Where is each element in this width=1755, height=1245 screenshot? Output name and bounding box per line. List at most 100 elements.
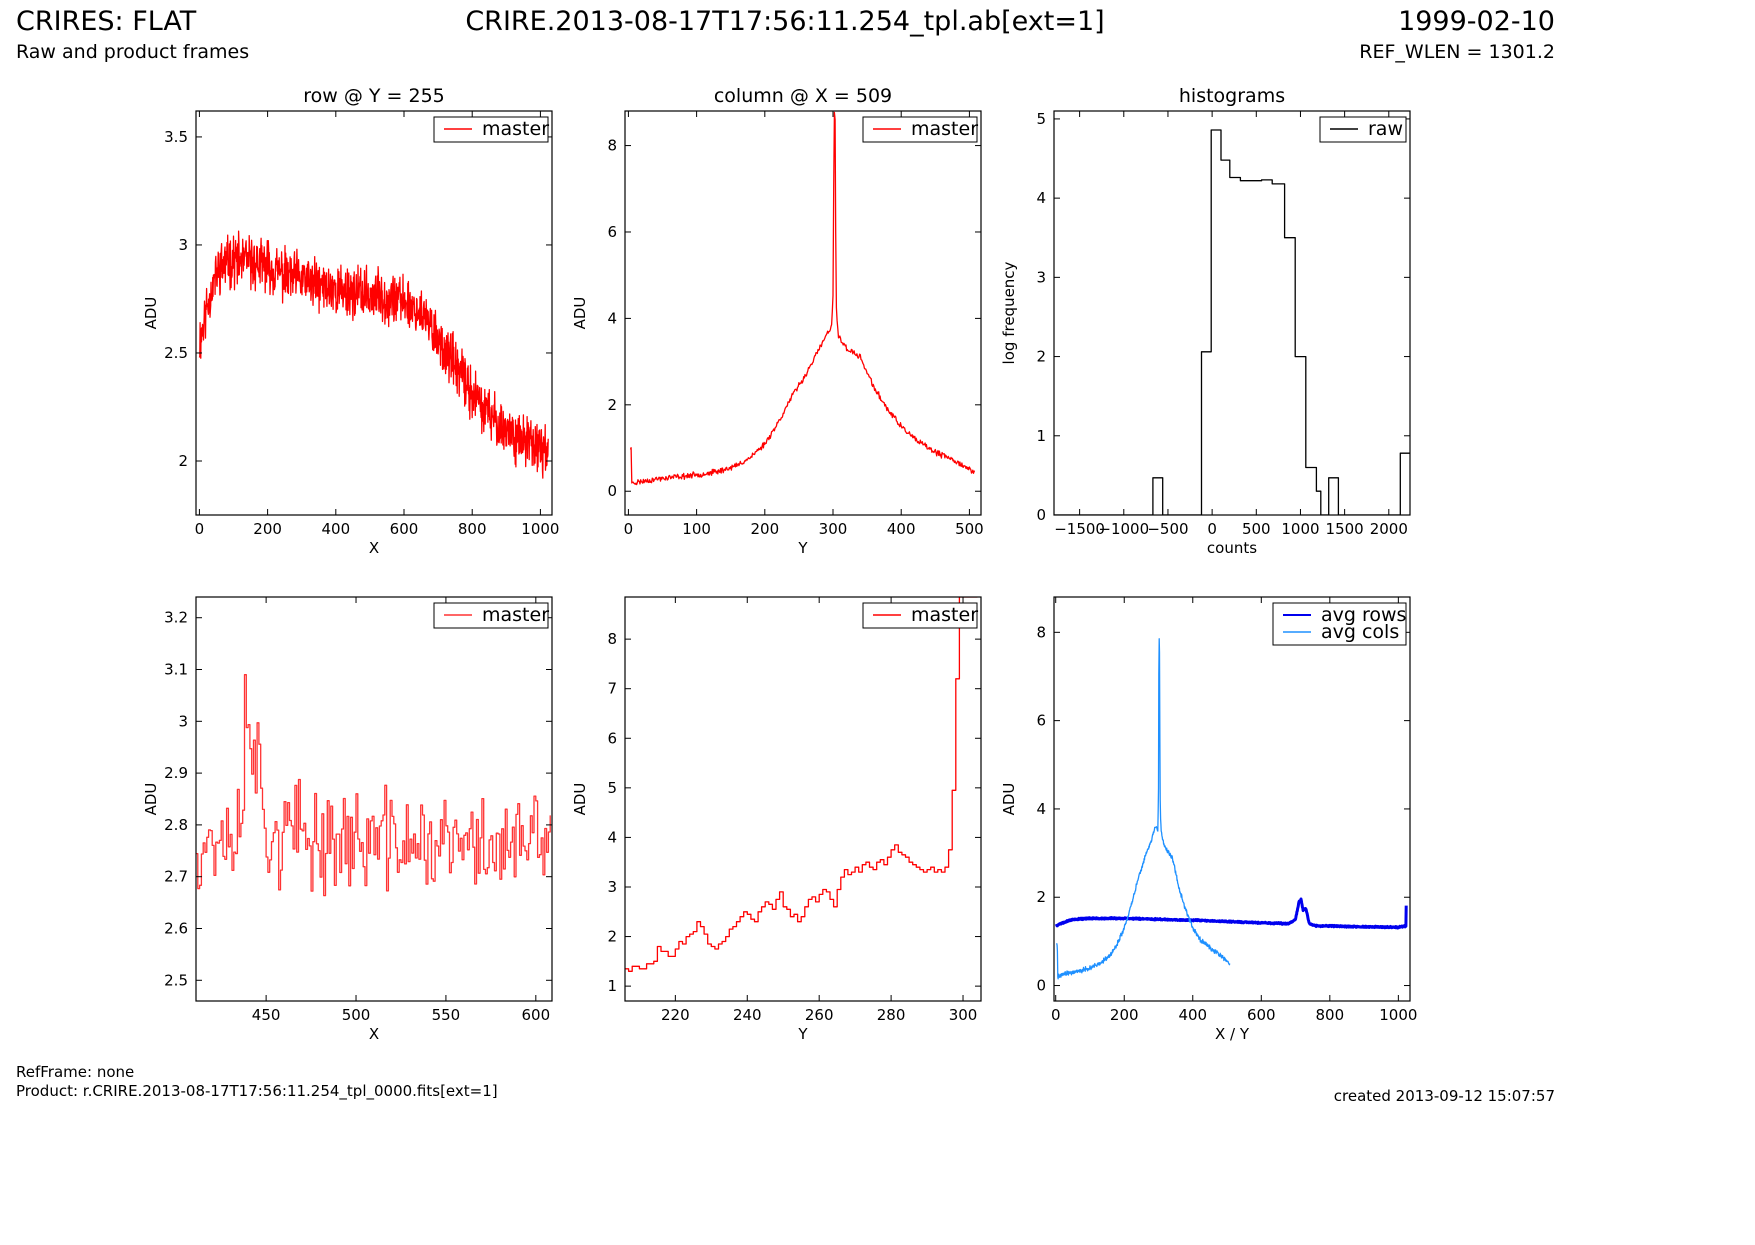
legend: master: [862, 602, 978, 629]
plot-frame: [195, 596, 553, 1002]
reference-wavelength: REF_WLEN = 1301.2: [1359, 41, 1555, 63]
x-tick-label: 0: [1051, 1006, 1061, 1024]
x-tick-label: 500: [342, 1006, 371, 1024]
report-title: CRIRES: FLAT: [16, 6, 197, 37]
chart-panel-6: 0 200 400 600 800 1000 0 2 4 6 8 X / Y ADU avg rowsav…: [1000, 596, 1417, 1043]
plot-frame: [1053, 596, 1411, 1002]
y-tick-label: 4: [1036, 189, 1046, 207]
series-line-master: [625, 597, 978, 972]
x-tick-label: 280: [877, 1006, 906, 1024]
y-axis-label: ADU: [142, 297, 160, 330]
legend: raw: [1319, 116, 1407, 143]
y-tick-label: 2.7: [164, 868, 188, 886]
x-tick-label: 0: [1207, 520, 1217, 538]
chart-title: column @ X = 509: [714, 85, 892, 107]
legend-label: avg rows: [1321, 604, 1406, 626]
y-tick-label: 2.5: [164, 344, 188, 362]
y-axis-label: ADU: [571, 783, 589, 816]
x-tick-label: 800: [458, 520, 487, 538]
x-axis-label: X: [369, 1025, 379, 1043]
chart-panel-2: column @ X = 509 0 100 200 300 400 500 0 2 4 6 8 Y AD…: [571, 85, 984, 557]
legend-label: avg cols: [1321, 621, 1399, 643]
x-tick-label: 300: [949, 1006, 978, 1024]
series-line-avg-rows: [1054, 897, 1408, 930]
y-tick-label: 0: [1036, 506, 1046, 524]
y-tick-label: 5: [607, 779, 617, 797]
x-axis-label: counts: [1207, 539, 1257, 557]
x-axis-label: X / Y: [1215, 1025, 1250, 1043]
y-tick-label: 2: [607, 396, 617, 414]
x-tick-label: 200: [253, 520, 282, 538]
x-tick-label: 1000: [1281, 520, 1319, 538]
x-axis-label: Y: [797, 539, 808, 557]
y-tick-label: 2: [607, 928, 617, 946]
x-axis-label: Y: [797, 1025, 808, 1043]
y-tick-label: 3.5: [164, 128, 188, 146]
y-axis-label: ADU: [1000, 783, 1018, 816]
x-tick-label: 1000: [1379, 1006, 1417, 1024]
y-tick-label: 3: [178, 712, 188, 730]
x-tick-label: 400: [887, 520, 916, 538]
y-tick-label: 5: [1036, 110, 1046, 128]
chart-panel-1: row @ Y = 255 0 200 400 600 800 1000 2 2.5 3 3.5 X A…: [142, 85, 559, 557]
x-tick-label: 600: [1247, 1006, 1276, 1024]
x-tick-label: 450: [252, 1006, 281, 1024]
y-tick-label: 4: [607, 309, 617, 327]
observation-date: 1999-02-10: [1398, 6, 1555, 37]
legend-label: master: [911, 118, 978, 140]
y-axis-label: ADU: [142, 783, 160, 816]
y-tick-label: 8: [1036, 623, 1046, 641]
x-tick-label: 600: [521, 1006, 550, 1024]
x-tick-label: 300: [819, 520, 848, 538]
y-tick-label: 3.1: [164, 661, 188, 679]
y-tick-label: 2: [1036, 888, 1046, 906]
file-name: CRIRE.2013-08-17T17:56:11.254_tpl.ab[ext…: [465, 6, 1105, 37]
y-tick-label: 2: [178, 452, 188, 470]
y-tick-label: 4: [1036, 800, 1046, 818]
x-tick-label: 200: [1110, 1006, 1139, 1024]
x-tick-label: 1500: [1326, 520, 1364, 538]
x-tick-label: 500: [1242, 520, 1271, 538]
plot-frame: [1053, 110, 1411, 516]
x-tick-label: 400: [321, 520, 350, 538]
plot-frame: [624, 596, 982, 1002]
reference-frame: RefFrame: none: [16, 1063, 135, 1081]
chart-panel-5: 220 240 260 280 300 1 2 3 4 5 6 7 8 Y ADU master: [571, 596, 982, 1043]
chart-title: histograms: [1179, 85, 1285, 107]
series-line-avg-cols: [1056, 638, 1231, 980]
y-axis-label: ADU: [571, 297, 589, 330]
creation-timestamp: created 2013-09-12 15:07:57: [1333, 1087, 1555, 1105]
legend-box: [1319, 116, 1407, 143]
x-tick-label: 260: [805, 1006, 834, 1024]
y-tick-label: 2: [1036, 348, 1046, 366]
product-name: Product: r.CRIRE.2013-08-17T17:56:11.254…: [16, 1082, 498, 1100]
y-tick-label: 6: [607, 729, 617, 747]
x-tick-label: 240: [733, 1006, 762, 1024]
y-axis-label: log frequency: [1000, 261, 1018, 364]
series-line-master: [629, 111, 975, 486]
report-subtitle: Raw and product frames: [16, 41, 250, 63]
x-tick-label: 1000: [521, 520, 559, 538]
x-tick-label: 800: [1316, 1006, 1345, 1024]
y-tick-label: 2.8: [164, 816, 188, 834]
series-line-master: [198, 230, 549, 479]
y-tick-label: 6: [607, 223, 617, 241]
x-tick-label: 100: [682, 520, 711, 538]
plot-frame: [624, 110, 982, 516]
x-tick-label: 400: [1178, 1006, 1207, 1024]
x-tick-label: 200: [750, 520, 779, 538]
x-tick-label: 550: [432, 1006, 461, 1024]
series-line-raw: [1054, 129, 1410, 515]
y-tick-label: 4: [607, 828, 617, 846]
y-tick-label: 6: [1036, 712, 1046, 730]
x-tick-label: 0: [195, 520, 205, 538]
legend-label: master: [482, 118, 549, 140]
chart-panel-4: 450 500 550 600 2.5 2.6 2.7 2.8 2.9 3 3.1 3.2 X ADU ma…: [142, 596, 553, 1043]
legend: master: [433, 116, 549, 143]
y-tick-label: 3: [178, 236, 188, 254]
x-axis-label: X: [369, 539, 379, 557]
legend-label: raw: [1368, 118, 1403, 140]
x-tick-label: 220: [661, 1006, 690, 1024]
